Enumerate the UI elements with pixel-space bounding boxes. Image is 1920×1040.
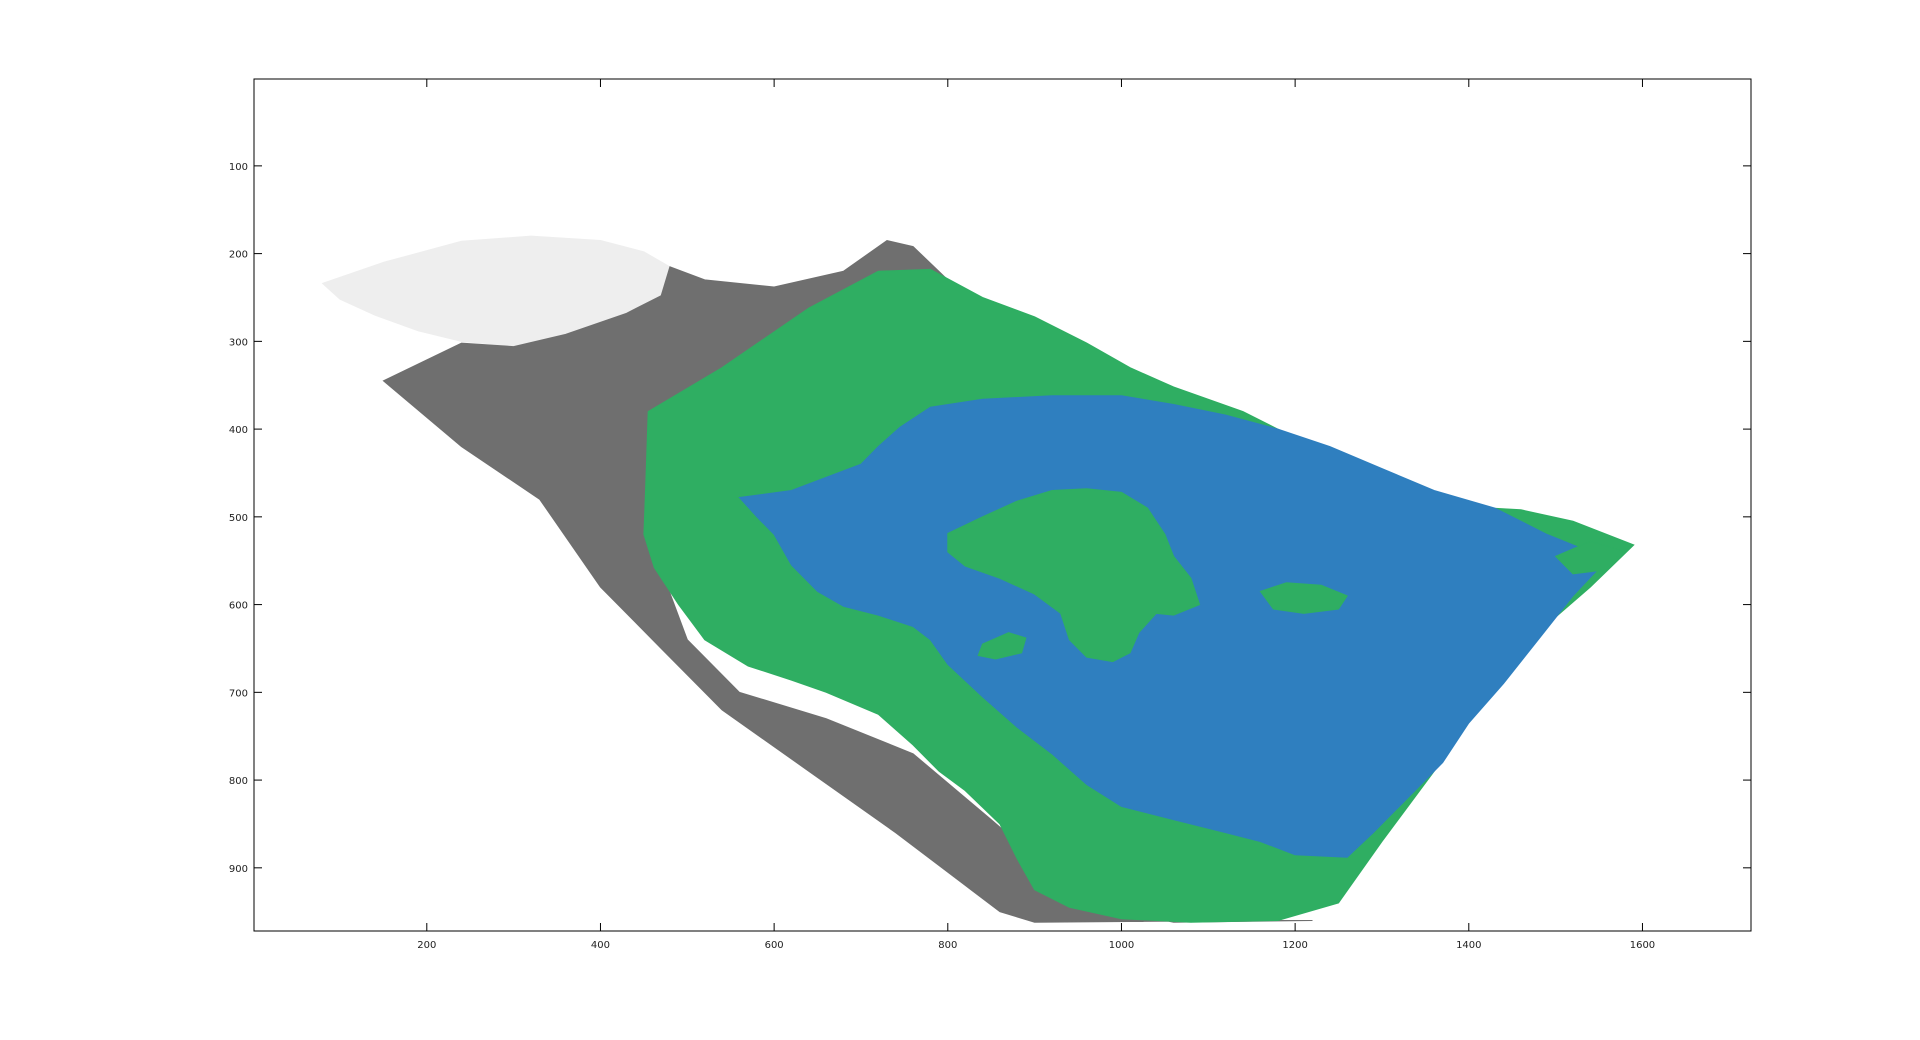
y-tick-label: 100 xyxy=(229,162,248,173)
tick-labels: 200 400 600 800 1000 1200 1400 1600 100 200 300 400… xyxy=(229,162,1655,951)
y-tick-label: 800 xyxy=(229,776,248,787)
x-tick-label: 1000 xyxy=(1109,940,1134,951)
region-water xyxy=(738,395,1609,858)
y-tick-label: 500 xyxy=(229,513,248,524)
y-tick-label: 300 xyxy=(229,337,248,348)
region-islet-1 xyxy=(1259,582,1348,614)
x-tick-label: 1400 xyxy=(1456,940,1481,951)
x-tick-label: 1600 xyxy=(1630,940,1655,951)
axes-frame xyxy=(253,78,1752,932)
x-tick-label: 800 xyxy=(938,940,957,951)
region-island xyxy=(947,488,1201,663)
y-tick-label: 900 xyxy=(229,864,248,875)
terrain-surface xyxy=(321,235,1635,923)
region-islet-2 xyxy=(977,632,1027,660)
region-rock xyxy=(382,239,1313,923)
y-tick-label: 200 xyxy=(229,250,248,261)
x-tick-label: 400 xyxy=(591,940,610,951)
x-tick-label: 200 xyxy=(417,940,436,951)
region-shore-patch xyxy=(1554,540,1622,575)
axis-ticks xyxy=(254,79,1751,931)
y-tick-label: 600 xyxy=(229,601,248,612)
x-tick-label: 600 xyxy=(765,940,784,951)
y-tick-label: 400 xyxy=(229,425,248,436)
y-tick-label: 700 xyxy=(229,688,248,699)
x-tick-label: 1200 xyxy=(1282,940,1307,951)
